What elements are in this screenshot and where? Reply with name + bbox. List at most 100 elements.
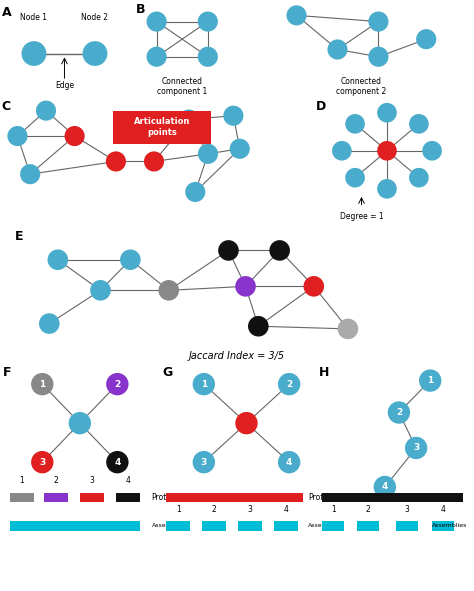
- Text: 4: 4: [440, 505, 445, 514]
- Point: [395, 408, 403, 417]
- Point: [383, 108, 391, 118]
- Text: 1: 1: [39, 379, 46, 389]
- Point: [422, 34, 430, 44]
- Text: 2: 2: [114, 379, 120, 389]
- Point: [374, 52, 382, 61]
- Point: [374, 17, 382, 27]
- Point: [91, 49, 99, 59]
- Point: [338, 146, 346, 155]
- Text: 2: 2: [212, 505, 217, 514]
- Text: 2: 2: [54, 476, 58, 485]
- Point: [54, 255, 62, 265]
- Point: [415, 173, 423, 183]
- Bar: [274, 521, 298, 531]
- Point: [38, 457, 46, 467]
- Point: [351, 119, 359, 129]
- Point: [293, 11, 301, 20]
- Point: [236, 144, 244, 154]
- Text: 1: 1: [331, 505, 336, 514]
- Text: Connected
component 2: Connected component 2: [336, 77, 386, 96]
- Text: 4: 4: [286, 457, 292, 467]
- Text: Assemblies: Assemblies: [308, 524, 343, 528]
- Text: A: A: [2, 6, 12, 19]
- Point: [276, 246, 283, 255]
- Point: [351, 173, 359, 183]
- Text: G: G: [163, 366, 173, 379]
- Point: [200, 457, 208, 467]
- Point: [285, 457, 293, 467]
- Text: 2: 2: [396, 408, 402, 417]
- Point: [46, 319, 53, 329]
- Text: E: E: [15, 230, 24, 243]
- Point: [415, 119, 423, 129]
- Point: [191, 187, 199, 197]
- Point: [200, 379, 208, 389]
- Bar: [10, 521, 139, 531]
- Text: Jaccard Index = 3/5: Jaccard Index = 3/5: [189, 351, 285, 361]
- Point: [310, 282, 318, 291]
- Point: [255, 322, 262, 331]
- Text: 3: 3: [89, 476, 94, 485]
- Bar: [10, 493, 34, 502]
- Bar: [396, 521, 418, 531]
- Point: [42, 106, 50, 115]
- Point: [76, 418, 83, 428]
- Text: D: D: [316, 100, 326, 113]
- Point: [344, 324, 352, 333]
- Point: [14, 131, 21, 141]
- Text: 1: 1: [201, 379, 207, 389]
- Bar: [166, 493, 303, 502]
- Text: 4: 4: [283, 505, 288, 514]
- Text: 2: 2: [286, 379, 292, 389]
- Text: Edge: Edge: [55, 81, 74, 90]
- Point: [204, 149, 212, 158]
- Point: [27, 170, 34, 179]
- Point: [114, 379, 121, 389]
- Text: Protein: Protein: [152, 493, 179, 502]
- Text: 1: 1: [176, 505, 181, 514]
- Text: 3: 3: [404, 505, 409, 514]
- Text: 3: 3: [201, 457, 207, 467]
- Text: 3: 3: [247, 505, 252, 514]
- Text: 4: 4: [382, 482, 388, 492]
- Point: [112, 157, 119, 166]
- Text: H: H: [319, 366, 329, 379]
- Text: Connected
component 1: Connected component 1: [157, 77, 207, 96]
- Text: 1: 1: [427, 376, 433, 385]
- Text: 4: 4: [125, 476, 130, 485]
- Text: Node 2: Node 2: [82, 14, 109, 22]
- Point: [153, 17, 160, 27]
- Bar: [202, 521, 226, 531]
- Point: [229, 111, 237, 121]
- Bar: [116, 493, 139, 502]
- Point: [114, 457, 121, 467]
- Text: Degree = 1: Degree = 1: [340, 212, 383, 220]
- Bar: [80, 493, 104, 502]
- Bar: [322, 521, 344, 531]
- Point: [285, 379, 293, 389]
- Point: [185, 115, 193, 124]
- Text: 4: 4: [114, 457, 120, 467]
- Text: Articulation
points: Articulation points: [134, 118, 190, 137]
- Point: [30, 49, 38, 59]
- Bar: [238, 521, 262, 531]
- Bar: [44, 493, 68, 502]
- Text: 1: 1: [19, 476, 24, 485]
- Bar: [322, 493, 463, 502]
- Point: [204, 17, 211, 27]
- Point: [412, 443, 420, 453]
- Point: [38, 379, 46, 389]
- Point: [243, 418, 250, 428]
- Point: [428, 146, 436, 155]
- Point: [71, 131, 78, 141]
- Point: [383, 146, 391, 155]
- Point: [204, 52, 211, 61]
- Point: [127, 255, 134, 265]
- Text: Node 1: Node 1: [20, 14, 47, 22]
- Point: [150, 157, 158, 166]
- FancyBboxPatch shape: [113, 111, 211, 144]
- Point: [153, 52, 160, 61]
- Point: [242, 282, 249, 291]
- Bar: [166, 521, 190, 531]
- Point: [334, 45, 341, 54]
